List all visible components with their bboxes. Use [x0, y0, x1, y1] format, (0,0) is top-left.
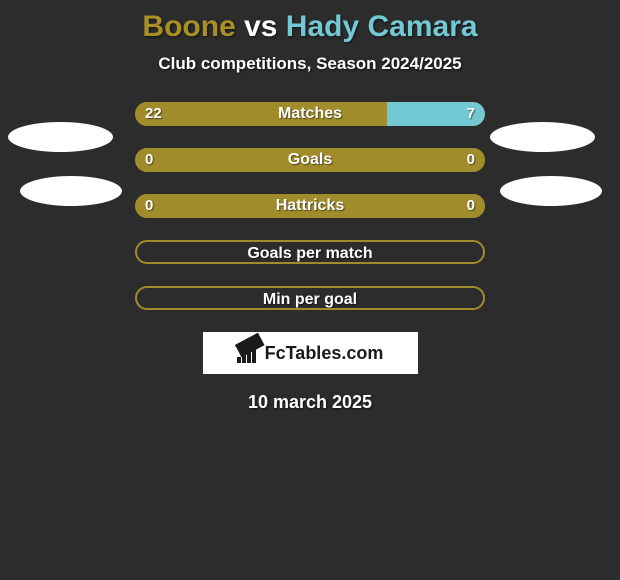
subtitle: Club competitions, Season 2024/2025 [0, 54, 620, 74]
stat-bar-label: Goals [135, 148, 485, 172]
stat-value-right: 7 [467, 102, 475, 126]
title-player1: Boone [142, 10, 235, 43]
stat-bar-row: Goals0 0 [135, 148, 485, 172]
stat-bar-label: Matches [135, 102, 485, 126]
stat-bar-row: Goals per match [135, 240, 485, 264]
stat-bar-label: Hattricks [135, 194, 485, 218]
stat-value-left: 0 [145, 194, 153, 218]
logo-text: FcTables.com [265, 343, 384, 364]
stat-bar-row: Hattricks0 0 [135, 194, 485, 218]
stat-bars: Matches227Goals00Hattricks00Goals per ma… [0, 102, 620, 310]
stat-value-left: 22 [145, 102, 162, 126]
logo: FcTables.com [203, 332, 418, 374]
title-player2: Hady Camara [286, 10, 478, 43]
date: 10 march 2025 [0, 392, 620, 413]
stat-value-right: 0 [467, 148, 475, 172]
stat-bar-label: Min per goal [137, 288, 483, 308]
stat-bar-label: Goals per match [137, 242, 483, 262]
page-title: Boone vs Hady Camara [0, 0, 620, 44]
logo-chart-icon [237, 343, 261, 363]
stat-bar-row: Matches22 7 [135, 102, 485, 126]
title-vs: vs [236, 10, 286, 43]
stat-value-right: 0 [467, 194, 475, 218]
stat-bar-row: Min per goal [135, 286, 485, 310]
comparison-infographic: Boone vs Hady Camara Club competitions, … [0, 0, 620, 580]
stat-value-left: 0 [145, 148, 153, 172]
